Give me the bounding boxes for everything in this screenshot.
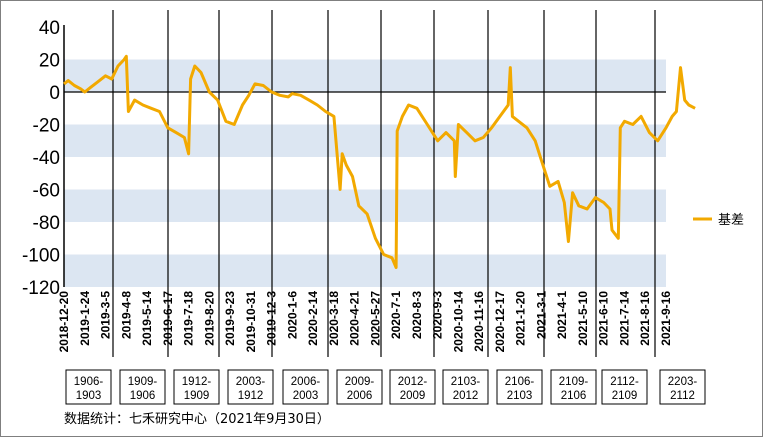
contract-box: 2103- 2012 [442, 369, 489, 405]
contract-label: 2012- [398, 376, 428, 388]
contract-box: 2109- 2106 [550, 369, 597, 405]
y-axis-ticks: 40 20 0 -20 -40 -60 -80 -100 -120 [22, 18, 65, 299]
contract-label: 2112 [670, 390, 695, 402]
x-axis-ticks: 2018-12-20 2019-1-24 2019-3-5 2019-4-8 2019-… [57, 291, 673, 353]
contract-label: 2009 [400, 390, 426, 402]
contract-separators [112, 10, 656, 357]
x-tick-label: 2019-10-31 [244, 291, 258, 353]
x-tick-label: 2020-4-21 [348, 291, 362, 346]
contract-label: 2103- [451, 376, 481, 388]
x-tick-label: 2021-6-10 [597, 291, 611, 346]
contract-box: 2106- 2103 [496, 369, 543, 405]
contract-label: 2003- [236, 376, 266, 388]
x-tick-label: 2019-1-24 [78, 291, 92, 346]
contract-label: 2006 [347, 390, 373, 402]
x-tick-label: 2021-7-14 [617, 291, 631, 346]
contract-label: 2109 [612, 390, 638, 402]
x-tick-label: 2020-11-16 [472, 291, 486, 352]
contract-label: 1912 [238, 390, 264, 402]
x-tick-label: 2020-9-3 [431, 291, 445, 339]
contract-label: 2109- [559, 376, 589, 388]
x-tick-label: 2019-8-20 [202, 291, 216, 346]
contract-label: 2103 [507, 390, 533, 402]
y-tick-label: -100 [22, 246, 60, 267]
y-tick-label: -60 [33, 181, 60, 202]
y-tick-label: 0 [49, 83, 60, 104]
x-tick-label: 2018-12-20 [57, 291, 71, 353]
x-tick-label: 2020-5-27 [368, 291, 382, 346]
grid-band [64, 189, 666, 222]
contract-label: 2003 [293, 390, 319, 402]
contract-box: 2012- 2009 [389, 369, 436, 405]
x-tick-label: 2021-8-16 [638, 291, 652, 346]
x-tick-label: 2020-3-18 [327, 291, 341, 346]
contract-label: 2006- [291, 376, 321, 388]
grid-band [64, 254, 666, 287]
contract-label: 1906- [74, 376, 104, 388]
x-tick-label: 2019-6-17 [161, 291, 175, 346]
contract-box: 2009- 2006 [336, 369, 383, 405]
contract-box: 1912- 1909 [173, 369, 220, 405]
x-tick-label: 2020-1-6 [285, 291, 299, 339]
y-tick-label: -20 [33, 116, 60, 137]
x-tick-label: 2020-2-14 [306, 291, 320, 346]
contract-label: 2012 [453, 390, 479, 402]
contract-label: 1909 [184, 390, 210, 402]
x-tick-label: 2020-7-1 [389, 291, 403, 339]
contract-label: 2112- [610, 376, 639, 388]
contract-label: 2106- [505, 376, 535, 388]
contract-box: 2006- 2003 [282, 369, 329, 405]
x-tick-label: 2019-12-3 [265, 291, 279, 346]
grid-band [64, 124, 666, 157]
y-tick-label: -120 [22, 278, 60, 299]
y-tick-label: 40 [39, 18, 60, 39]
x-tick-label: 2019-3-5 [99, 291, 113, 339]
grid-bands [64, 59, 666, 287]
legend-label: 基差 [718, 213, 744, 228]
contract-label: 2009- [345, 376, 375, 388]
contract-box: 1909- 1906 [119, 369, 166, 405]
contract-label: 2203- [668, 376, 698, 388]
x-tick-label: 2020-8-3 [410, 291, 424, 339]
contract-labels: 1906- 1903 1909- 1906 1912- 1909 2003- 1912 2006… [65, 369, 706, 405]
source-note: 数据统计：七禾研究中心（2021年9月30日） [64, 412, 330, 427]
y-tick-label: 20 [39, 51, 60, 72]
contract-box: 2203- 2112 [659, 369, 706, 405]
contract-label: 1912- [182, 376, 212, 388]
contract-box: 2003- 1912 [227, 369, 274, 405]
x-tick-label: 2020-12-17 [493, 291, 507, 353]
x-tick-label: 2021-5-10 [576, 291, 590, 346]
legend: 基差 [693, 213, 744, 228]
x-tick-label: 2021-4-1 [555, 291, 569, 339]
contract-box: 1906- 1903 [65, 369, 112, 405]
contract-label: 2106 [561, 390, 587, 402]
series-line-basis [63, 54, 696, 269]
contract-box: 2112- 2109 [601, 369, 648, 405]
y-tick-label: -80 [33, 213, 60, 234]
x-tick-label: 2019-9-23 [223, 291, 237, 346]
contract-label: 1906 [130, 390, 156, 402]
x-tick-label: 2021-9-16 [659, 291, 673, 346]
x-tick-label: 2020-10-14 [451, 291, 465, 353]
x-tick-label: 2019-4-8 [119, 291, 133, 339]
x-tick-label: 2019-7-18 [182, 291, 196, 346]
x-tick-label: 2021-1-20 [514, 291, 528, 346]
contract-label: 1903 [76, 390, 102, 402]
contract-label: 1909- [128, 376, 158, 388]
series-lines [63, 54, 696, 269]
x-tick-label: 2019-5-14 [140, 291, 154, 346]
x-tick-label: 2021-3-1 [534, 291, 548, 339]
grid-band [64, 59, 666, 92]
y-tick-label: -40 [33, 148, 60, 169]
